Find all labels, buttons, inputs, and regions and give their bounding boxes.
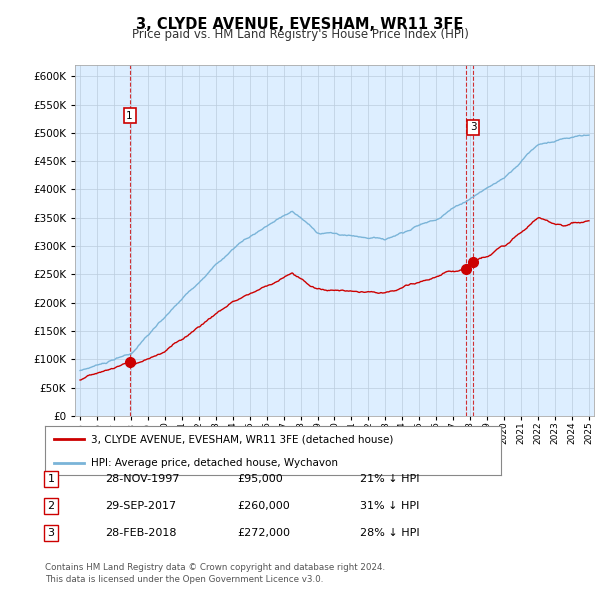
Text: 31% ↓ HPI: 31% ↓ HPI xyxy=(360,502,419,511)
Text: 1: 1 xyxy=(127,111,133,121)
Text: 28-NOV-1997: 28-NOV-1997 xyxy=(105,474,179,484)
Text: 28-FEB-2018: 28-FEB-2018 xyxy=(105,529,176,538)
Text: 3, CLYDE AVENUE, EVESHAM, WR11 3FE (detached house): 3, CLYDE AVENUE, EVESHAM, WR11 3FE (deta… xyxy=(91,434,393,444)
Text: £95,000: £95,000 xyxy=(237,474,283,484)
Text: 3, CLYDE AVENUE, EVESHAM, WR11 3FE: 3, CLYDE AVENUE, EVESHAM, WR11 3FE xyxy=(136,17,464,31)
Text: Contains HM Land Registry data © Crown copyright and database right 2024.
This d: Contains HM Land Registry data © Crown c… xyxy=(45,563,385,584)
Text: 21% ↓ HPI: 21% ↓ HPI xyxy=(360,474,419,484)
Text: 28% ↓ HPI: 28% ↓ HPI xyxy=(360,529,419,538)
Text: 3: 3 xyxy=(47,529,55,538)
Text: Price paid vs. HM Land Registry's House Price Index (HPI): Price paid vs. HM Land Registry's House … xyxy=(131,28,469,41)
Text: HPI: Average price, detached house, Wychavon: HPI: Average price, detached house, Wych… xyxy=(91,458,338,468)
Text: £260,000: £260,000 xyxy=(237,502,290,511)
Text: 29-SEP-2017: 29-SEP-2017 xyxy=(105,502,176,511)
Text: 1: 1 xyxy=(47,474,55,484)
Text: 2: 2 xyxy=(47,502,55,511)
Text: £272,000: £272,000 xyxy=(237,529,290,538)
Text: 3: 3 xyxy=(470,122,476,132)
